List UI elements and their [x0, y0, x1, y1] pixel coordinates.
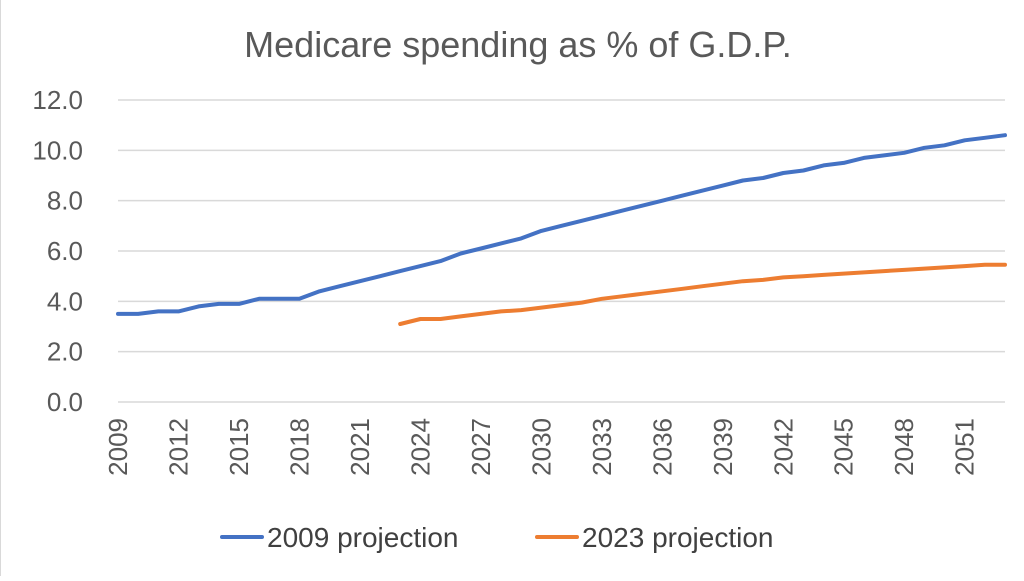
x-tick-label: 2027 [466, 418, 496, 476]
x-tick-label: 2048 [889, 418, 919, 476]
x-tick-label: 2033 [587, 418, 617, 476]
x-tick-label: 2045 [829, 418, 859, 476]
legend-label-1: 2009 projection [267, 522, 458, 553]
legend-label-2: 2023 projection [582, 522, 773, 553]
y-tick-label: 2.0 [47, 337, 83, 367]
gridlines [118, 99, 1005, 403]
series-line-1 [116, 133, 1007, 316]
y-tick-label: 6.0 [47, 236, 83, 266]
y-tick-label: 8.0 [47, 186, 83, 216]
y-tick-label: 10.0 [32, 135, 83, 165]
series-line-2 [398, 262, 1007, 326]
x-tick-label: 2024 [405, 418, 435, 476]
x-tick-label: 2012 [163, 418, 193, 476]
x-tick-label: 2030 [526, 418, 556, 476]
x-tick-label: 2009 [103, 418, 133, 476]
x-tick-label: 2036 [647, 418, 677, 476]
y-tick-label: 4.0 [47, 286, 83, 316]
x-tick-label: 2042 [768, 418, 798, 476]
x-tick-label: 2051 [950, 418, 980, 476]
y-axis-tick-labels: 0.0 2.0 4.0 6.0 8.0 10.0 12.0 [32, 85, 83, 417]
legend: 2009 projection 2023 projection [220, 522, 773, 553]
x-tick-label: 2015 [224, 418, 254, 476]
x-tick-label: 2021 [345, 418, 375, 476]
chart-title: Medicare spending as % of G.D.P. [244, 24, 792, 65]
x-axis-tick-labels: 2009 2012 2015 2018 2021 2024 2027 2030 2033 2036… [103, 418, 980, 476]
y-tick-label: 0.0 [47, 387, 83, 417]
y-tick-label: 12.0 [32, 85, 83, 115]
series-lines [116, 133, 1007, 326]
window-edge-divider [0, 0, 1, 576]
x-tick-label: 2039 [708, 418, 738, 476]
x-tick-label: 2018 [284, 418, 314, 476]
